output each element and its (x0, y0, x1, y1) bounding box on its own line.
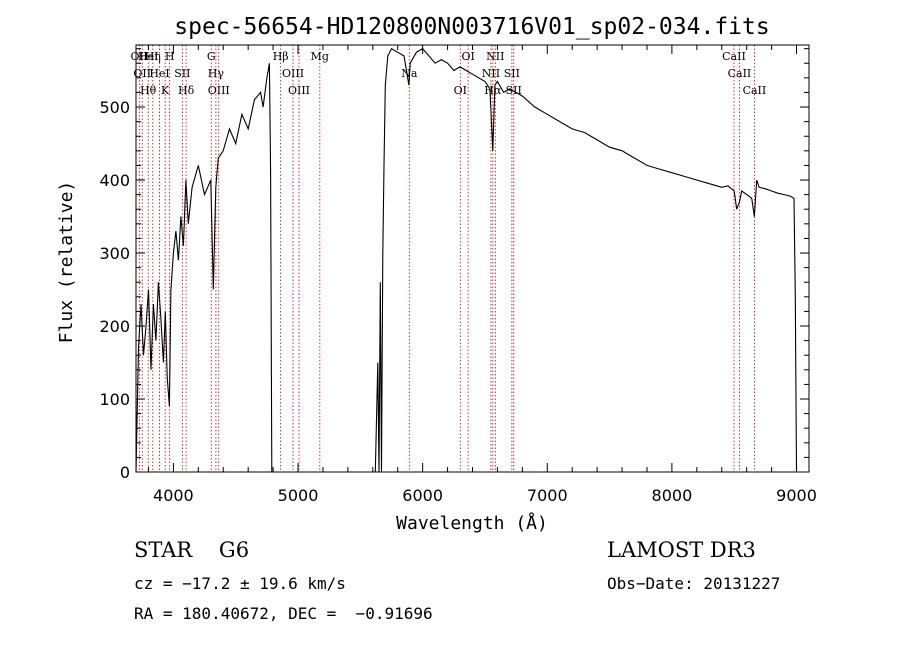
spectral-line-label: OIII (208, 84, 230, 97)
spectral-line-label: NII (486, 50, 504, 63)
x-axis-label: Wavelength (Å) (396, 512, 548, 534)
spectral-line-label: Hδ (178, 84, 195, 97)
spectral-line-markers (138, 45, 755, 472)
redshift-velocity: cz = −17.2 ± 19.6 km/s (134, 574, 346, 593)
spectral-line-labels: OIIOIIHθHeIHηHeIKHSIIHδGHγOIIIHβOIIIOIII… (131, 50, 767, 97)
y-tick-label: 500 (99, 98, 130, 117)
spectral-line-label: Hα (484, 84, 502, 97)
spectral-line-label: SII (174, 67, 190, 80)
spectral-line-label: HeI (138, 50, 158, 63)
spectral-line-label: Hβ (273, 50, 289, 63)
y-axis-label: Flux (relative) (56, 181, 77, 344)
spectral-line-label: H (165, 50, 175, 63)
y-tick-label: 400 (99, 171, 130, 190)
spectral-line-label: Hη (145, 50, 161, 63)
x-tick-label: 9000 (776, 486, 817, 505)
spectral-line-label: Hγ (208, 67, 225, 80)
spectral-line-label: OIII (288, 84, 310, 97)
y-tick-label: 300 (99, 244, 130, 263)
y-tick-label: 200 (99, 317, 130, 336)
spectral-line-label: OI (461, 50, 474, 63)
spectral-line-label: K (161, 84, 170, 97)
ra-dec-coordinates: RA = 180.40672, DEC = −0.91696 (134, 604, 433, 623)
survey-name: LAMOST DR3 (607, 538, 756, 562)
spectral-line-label: CaII (722, 50, 746, 63)
x-axis-ticks: 4000 5000 6000 7000 8000 9000 (147, 45, 817, 505)
x-tick-label: 6000 (402, 486, 443, 505)
spectral-line-label: G (207, 50, 216, 63)
spectral-line-label: Hθ (140, 84, 157, 97)
spectral-line-label: OI (454, 84, 467, 97)
spectral-line-label: CaII (743, 84, 767, 97)
spectral-line-label: CaII (728, 67, 752, 80)
chart-title: spec-56654-HD120800N003716V01_sp02-034.f… (174, 14, 769, 40)
x-tick-label: 7000 (527, 486, 568, 505)
spectrum-line (135, 47, 798, 473)
object-class: STAR G6 (134, 538, 250, 562)
y-axis-ticks: 0 100 200 300 400 500 (99, 48, 809, 482)
spectral-line-label: OII (131, 50, 149, 63)
plot-frame (135, 44, 810, 473)
x-tick-label: 4000 (153, 486, 194, 505)
observation-date: Obs−Date: 20131227 (607, 574, 781, 593)
x-tick-label: 8000 (652, 486, 693, 505)
spectral-line-label: OII (133, 67, 151, 80)
spectral-line-label: SII (504, 67, 520, 80)
spectral-line-label: HeI (149, 67, 169, 80)
spectral-line-label: Mg (311, 50, 329, 63)
y-tick-label: 0 (120, 463, 130, 482)
x-tick-label: 5000 (278, 486, 319, 505)
spectral-line-label: OIII (282, 67, 304, 80)
spectral-line-label: NII (482, 67, 500, 80)
y-tick-label: 100 (99, 390, 130, 409)
